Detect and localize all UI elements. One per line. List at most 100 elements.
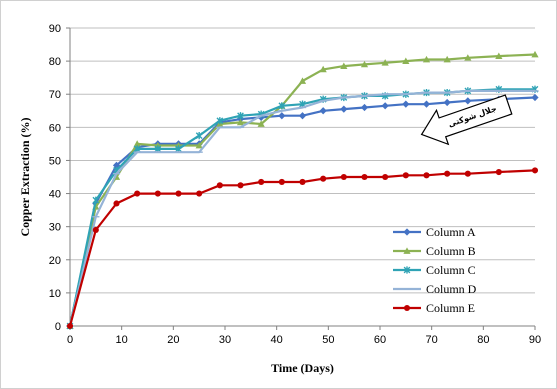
x-tick-label: 80: [477, 334, 489, 346]
star-marker: [403, 266, 411, 274]
circle-marker: [382, 173, 389, 181]
x-tick-label: 60: [374, 334, 386, 346]
diamond-marker: [464, 97, 472, 105]
x-tick-label: 30: [219, 334, 231, 346]
circle-marker: [216, 182, 223, 189]
legend-item: Column D: [393, 282, 477, 296]
triangle-marker: [360, 60, 369, 68]
circle-marker: [258, 178, 265, 186]
series-column-b: [66, 50, 539, 329]
y-tick-label: 10: [49, 288, 61, 300]
x-tick-label: 90: [529, 334, 541, 346]
triangle-marker: [402, 57, 410, 64]
circle-marker: [175, 190, 182, 197]
diamond-marker: [381, 102, 389, 110]
triangle-marker: [298, 77, 307, 84]
triangle-marker: [443, 55, 451, 63]
circle-marker: [402, 172, 409, 179]
triangle-marker: [319, 65, 327, 73]
legend: Column A Column B Column C Column D Column E: [393, 225, 477, 315]
circle-marker: [340, 173, 347, 181]
circle-marker: [444, 170, 451, 177]
y-axis-title: Copper Extraction (%): [18, 117, 32, 236]
circle-marker: [113, 200, 120, 207]
triangle-marker: [531, 50, 539, 58]
series-line: [68, 53, 536, 327]
x-tick-label: 0: [67, 334, 73, 346]
legend-label: Column A: [426, 225, 476, 239]
y-tick-label: 40: [49, 189, 61, 201]
x-tick-label: 70: [426, 334, 438, 346]
x-tick-label: 20: [167, 334, 179, 346]
star-marker: [237, 112, 244, 120]
diamond-marker: [278, 112, 286, 120]
y-tick-label: 0: [55, 321, 61, 333]
circle-marker: [237, 182, 244, 189]
x-tick-label: 50: [322, 334, 334, 346]
circle-marker: [92, 226, 99, 234]
circle-marker: [423, 172, 430, 179]
x-tick-label: 40: [271, 334, 283, 346]
triangle-marker: [464, 54, 472, 61]
legend-item: Column B: [393, 244, 476, 258]
diamond-marker: [443, 98, 451, 107]
legend-label: Column E: [426, 301, 475, 315]
series-column-d: [66, 89, 539, 327]
star-marker: [278, 102, 286, 110]
triangle-marker: [257, 120, 265, 127]
triangle-marker: [403, 247, 411, 254]
triangle-marker: [381, 59, 389, 66]
y-tick-label: 80: [49, 56, 61, 68]
series-line: [68, 169, 536, 327]
triangle-marker: [236, 118, 245, 126]
diamond-marker: [340, 105, 348, 113]
gridlines: [66, 27, 536, 330]
y-tick-label: 30: [49, 222, 61, 234]
triangle-marker: [133, 140, 141, 147]
circle-marker: [361, 173, 368, 181]
diamond-marker: [360, 103, 369, 112]
circle-marker: [320, 175, 327, 182]
circle-marker: [299, 178, 306, 186]
x-axis-title: Time (Days): [271, 361, 334, 375]
arrow-left-icon: [420, 94, 513, 146]
legend-label: Column D: [426, 282, 477, 296]
tick-labels: 0 10 20 30 40 50 60 70 80 90 0 10 20 30 40 50 60 70 80 90: [49, 23, 541, 346]
triangle-marker: [195, 141, 203, 149]
legend-label: Column B: [426, 244, 476, 258]
triangle-marker: [495, 52, 503, 60]
legend-item: Column C: [393, 263, 476, 277]
circle-marker: [278, 178, 285, 186]
y-tick-label: 50: [49, 155, 61, 167]
circle-marker: [403, 304, 411, 312]
circle-marker: [464, 170, 471, 177]
legend-item: Column E: [393, 301, 475, 315]
circle-marker: [154, 190, 161, 197]
series-layer: [66, 50, 539, 330]
series-line: [68, 89, 535, 327]
circle-marker: [531, 167, 539, 174]
diamond-marker: [531, 93, 539, 102]
diamond-marker: [402, 100, 410, 108]
star-marker: [195, 132, 203, 140]
axes: [69, 28, 535, 327]
circle-marker: [66, 322, 74, 330]
diamond-marker: [422, 100, 431, 108]
y-tick-label: 60: [49, 122, 61, 134]
circle-marker: [495, 168, 502, 176]
triangle-marker: [340, 62, 348, 69]
y-tick-label: 20: [49, 255, 61, 267]
series-column-e: [66, 167, 539, 330]
legend-label: Column C: [426, 263, 476, 277]
circle-marker: [196, 190, 203, 197]
star-marker: [92, 196, 100, 204]
circle-marker: [134, 190, 141, 197]
diamond-marker: [298, 112, 307, 120]
diamond-marker: [403, 228, 411, 236]
star-marker: [216, 117, 224, 125]
triangle-marker: [422, 55, 431, 63]
diamond-marker: [319, 107, 327, 115]
